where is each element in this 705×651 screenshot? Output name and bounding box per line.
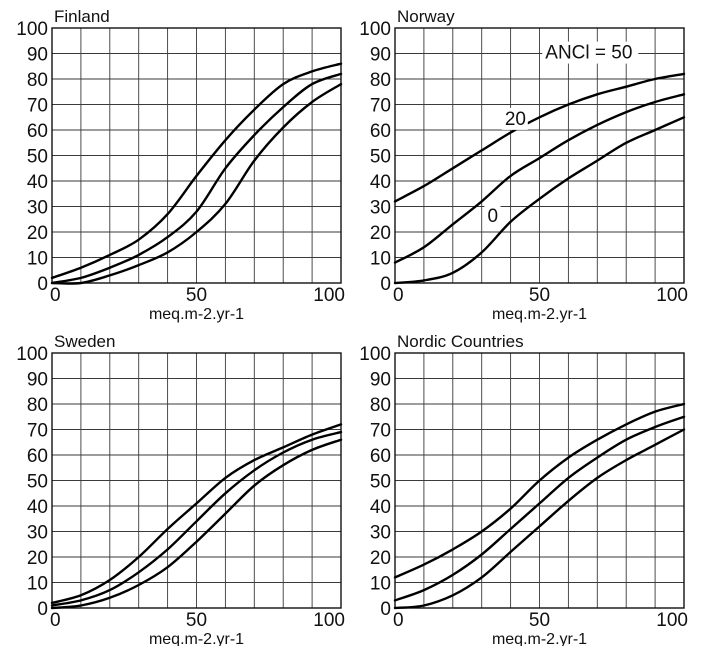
- y-tick-label: 50: [370, 147, 391, 168]
- y-tick-label: 40: [370, 172, 391, 193]
- y-tick-label: 20: [27, 548, 48, 569]
- y-tick-label: 30: [27, 523, 48, 544]
- series-line: [50, 72, 343, 285]
- series-line: [50, 82, 343, 285]
- series-line: [393, 72, 686, 203]
- x-tick-label: 0: [393, 285, 404, 306]
- curve-label-background: [501, 107, 528, 130]
- plot-frame: [51, 27, 342, 284]
- x-tick-label: 50: [529, 285, 550, 306]
- panel-title: Finland: [54, 7, 110, 26]
- panel-title: Sweden: [54, 332, 115, 351]
- y-tick-label: 90: [370, 45, 391, 66]
- y-tick-label: 30: [370, 523, 391, 544]
- y-tick-label: 80: [370, 395, 391, 416]
- panel-title: Norway: [397, 7, 455, 26]
- series-line: [393, 415, 686, 602]
- y-tick-label: 60: [370, 446, 391, 467]
- x-tick-label: 100: [313, 610, 345, 631]
- y-tick-label: 30: [370, 198, 391, 219]
- y-tick-label: 10: [27, 249, 48, 270]
- y-tick-label: 40: [370, 497, 391, 518]
- series-line: [393, 93, 686, 264]
- curve-label-background: [542, 41, 639, 64]
- y-tick-label: 100: [359, 19, 391, 40]
- y-tick-label: 0: [37, 274, 48, 295]
- x-tick-label: 50: [529, 610, 550, 631]
- y-tick-label: 30: [27, 198, 48, 219]
- x-axis-label: meq.m-2.yr-1: [149, 306, 244, 323]
- y-tick-label: 60: [370, 121, 391, 142]
- y-tick-label: 100: [359, 344, 391, 365]
- y-tick-label: 10: [370, 249, 391, 270]
- x-tick-label: 0: [50, 285, 61, 306]
- series-line: [393, 402, 686, 579]
- y-tick-label: 70: [370, 421, 391, 442]
- y-tick-label: 40: [27, 172, 48, 193]
- series-line: [50, 62, 343, 280]
- x-tick-label: 0: [50, 610, 61, 631]
- y-tick-label: 100: [16, 344, 48, 365]
- y-tick-label: 70: [27, 421, 48, 442]
- curve-label: 0: [487, 206, 498, 227]
- x-tick-label: 0: [393, 610, 404, 631]
- y-tick-label: 70: [27, 96, 48, 117]
- y-tick-label: 50: [27, 147, 48, 168]
- plot-frame: [394, 352, 685, 609]
- panel-title: Nordic Countries: [397, 332, 524, 351]
- plot-frame: [51, 352, 342, 609]
- x-axis-label: meq.m-2.yr-1: [492, 306, 587, 323]
- y-tick-label: 80: [27, 70, 48, 91]
- y-tick-label: 50: [27, 472, 48, 493]
- curve-label-background: [484, 204, 501, 227]
- series-line: [50, 430, 343, 607]
- y-tick-label: 20: [370, 223, 391, 244]
- y-tick-label: 80: [27, 395, 48, 416]
- y-tick-label: 80: [370, 70, 391, 91]
- y-tick-label: 90: [27, 370, 48, 391]
- y-tick-label: 40: [27, 497, 48, 518]
- x-tick-label: 100: [656, 285, 688, 306]
- y-tick-label: 20: [27, 223, 48, 244]
- series-line: [393, 116, 686, 285]
- x-tick-label: 50: [186, 610, 207, 631]
- x-tick-label: 100: [313, 285, 345, 306]
- y-tick-label: 10: [27, 574, 48, 595]
- y-tick-label: 0: [380, 274, 391, 295]
- curve-label: 20: [505, 109, 526, 130]
- curve-label: ANCl = 50: [545, 43, 632, 64]
- x-tick-label: 50: [186, 285, 207, 306]
- y-tick-label: 90: [27, 45, 48, 66]
- y-tick-label: 60: [27, 121, 48, 142]
- y-tick-label: 90: [370, 370, 391, 391]
- y-tick-label: 0: [380, 599, 391, 620]
- y-tick-label: 100: [16, 19, 48, 40]
- y-tick-label: 60: [27, 446, 48, 467]
- series-line: [393, 428, 686, 610]
- x-tick-label: 100: [656, 610, 688, 631]
- y-tick-label: 10: [370, 574, 391, 595]
- plot-frame: [394, 27, 685, 284]
- series-line: [50, 423, 343, 605]
- y-tick-label: 20: [370, 548, 391, 569]
- series-line: [50, 438, 343, 610]
- x-axis-label: meq.m-2.yr-1: [149, 631, 244, 646]
- y-tick-label: 50: [370, 472, 391, 493]
- x-axis-label: meq.m-2.yr-1: [492, 631, 587, 646]
- y-tick-label: 70: [370, 96, 391, 117]
- y-tick-label: 0: [37, 599, 48, 620]
